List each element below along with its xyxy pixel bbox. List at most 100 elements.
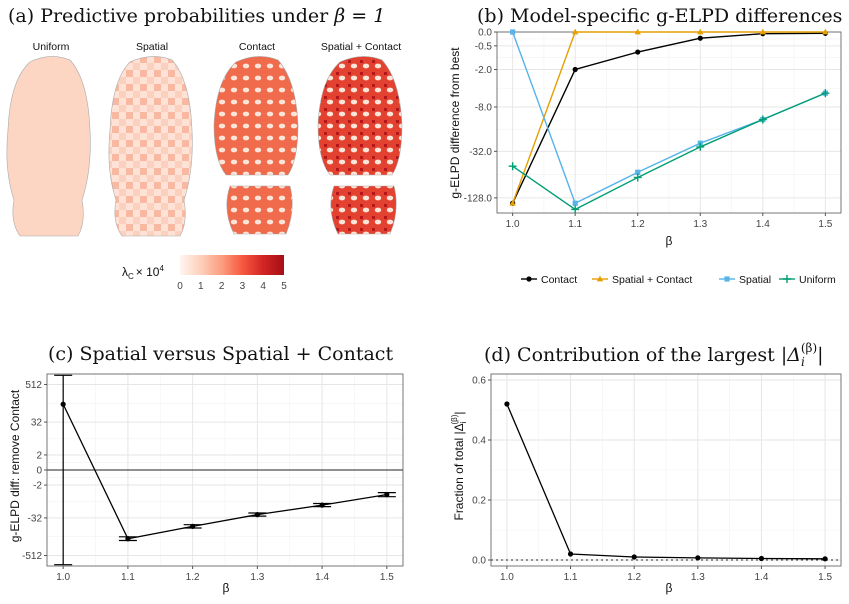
x-tick-label: 1.0 bbox=[506, 219, 520, 230]
map-label-spatial-contact: Spatial + Contact bbox=[321, 41, 401, 53]
x-tick-label: 1.1 bbox=[564, 572, 578, 583]
series-line bbox=[506, 403, 826, 560]
data-point-contact bbox=[572, 66, 578, 73]
plot-frame bbox=[490, 373, 842, 567]
panel-c-xlabel: β bbox=[223, 581, 230, 595]
y-tick-label: 2 bbox=[36, 450, 42, 461]
data-point bbox=[319, 502, 325, 508]
data-point-uniform bbox=[508, 162, 517, 171]
data-point bbox=[190, 523, 196, 529]
data-point bbox=[384, 491, 390, 498]
panel-d-xlabel: β bbox=[666, 581, 673, 595]
series-line-uniform bbox=[512, 92, 826, 211]
data-point-contact bbox=[635, 49, 641, 55]
y-tick-label: -128.0 bbox=[464, 193, 493, 204]
y-tick-label: -0.5 bbox=[475, 41, 493, 52]
data-point bbox=[695, 555, 701, 561]
series-line-spatial_contact bbox=[511, 31, 826, 204]
x-tick-label: 1.3 bbox=[250, 572, 264, 583]
data-point bbox=[822, 556, 828, 562]
y-tick-label: -512 bbox=[22, 551, 42, 562]
series-line-contact bbox=[512, 32, 826, 204]
map-label-spatial: Spatial bbox=[136, 41, 168, 53]
y-tick-label: 0 bbox=[36, 466, 42, 477]
data-point-uniform bbox=[696, 142, 705, 151]
data-point bbox=[504, 401, 510, 407]
panel-b-ylabel: g-ELPD difference from best bbox=[448, 47, 462, 199]
colorbar-tick-label: 0 bbox=[177, 281, 183, 292]
panel-c: (c) Spatial versus Spatial + Contact 1.0… bbox=[8, 343, 404, 595]
panel-c-ylabel: g-ELPD diff: remove Contact bbox=[8, 389, 22, 542]
y-tick-label: -32.0 bbox=[469, 147, 492, 158]
legend-marker-spatial_contact bbox=[596, 275, 604, 282]
data-point-uniform bbox=[633, 173, 642, 182]
data-point bbox=[60, 401, 66, 407]
y-tick-label: -2 bbox=[33, 481, 42, 492]
x-tick-label: 1.2 bbox=[627, 572, 641, 583]
x-tick-label: 1.1 bbox=[121, 572, 135, 583]
legend-label-spatial_contact: Spatial + Contact bbox=[612, 274, 692, 286]
panel-d: (d) Contribution of the largest |Δi(β)| … bbox=[450, 341, 842, 595]
y-tick-label: 0.4 bbox=[472, 436, 486, 447]
data-point-spatial_contact bbox=[759, 28, 767, 35]
x-tick-label: 1.4 bbox=[756, 219, 770, 230]
data-point bbox=[254, 512, 260, 518]
data-point-contact bbox=[697, 35, 703, 41]
x-tick-label: 1.4 bbox=[755, 572, 769, 583]
panel-d-ylabel: Fraction of total |Δi(β)| bbox=[450, 411, 468, 520]
y-tick-label: 0.0 bbox=[478, 28, 492, 39]
x-tick-label: 1.2 bbox=[631, 219, 645, 230]
data-point bbox=[631, 554, 637, 560]
colorbar-label: λC × 104 bbox=[122, 264, 164, 281]
data-point-spatial_contact bbox=[634, 28, 641, 35]
panel-a-title: (a) Predictive probabilities under β = 1 bbox=[8, 5, 385, 27]
panel-b: (b) Model-specific g-ELPD differences 1.… bbox=[448, 5, 842, 286]
colorbar-tick-label: 3 bbox=[240, 281, 246, 292]
x-tick-label: 1.5 bbox=[818, 572, 832, 583]
map-label-contact: Contact bbox=[239, 41, 275, 53]
data-point bbox=[125, 536, 131, 542]
x-tick-label: 1.2 bbox=[186, 572, 200, 583]
legend-marker-spatial bbox=[724, 276, 730, 282]
y-tick-label: -8.0 bbox=[475, 102, 493, 113]
y-tick-label: 0.6 bbox=[472, 376, 486, 387]
data-point-spatial_contact bbox=[822, 28, 829, 35]
plot-frame bbox=[46, 373, 404, 567]
data-point bbox=[567, 551, 574, 557]
x-tick-label: 1.3 bbox=[691, 572, 705, 583]
data-point bbox=[758, 555, 765, 562]
panel-b-legend: Contact Spatial + Contact Spatial Uniform bbox=[521, 274, 836, 286]
series-line bbox=[62, 403, 387, 540]
x-tick-label: 1.0 bbox=[500, 572, 514, 583]
legend-label-uniform: Uniform bbox=[799, 274, 836, 286]
colorbar-tick-label: 1 bbox=[198, 281, 204, 292]
colorbar-tick-label: 5 bbox=[281, 281, 287, 292]
y-tick-label: 512 bbox=[25, 380, 42, 391]
data-point-spatial bbox=[572, 200, 578, 206]
legend-marker-uniform bbox=[783, 275, 791, 283]
panel-b-xlabel: β bbox=[666, 234, 673, 248]
map-label-uniform: Uniform bbox=[33, 41, 70, 53]
data-point-spatial_contact bbox=[571, 28, 579, 35]
data-point-spatial_contact bbox=[697, 28, 704, 35]
colorbar-tick-label: 4 bbox=[260, 281, 266, 292]
y-tick-label: -2.0 bbox=[475, 65, 493, 76]
data-point-spatial bbox=[510, 29, 516, 35]
colorbar-tick-label: 2 bbox=[219, 281, 225, 292]
data-point-uniform bbox=[821, 89, 830, 98]
map-contact bbox=[213, 56, 299, 235]
map-spatial bbox=[108, 56, 193, 237]
data-point-uniform bbox=[571, 205, 580, 214]
legend-label-contact: Contact bbox=[541, 274, 577, 286]
panel-d-title: (d) Contribution of the largest |Δi(β)| bbox=[484, 341, 824, 369]
map-uniform bbox=[6, 56, 91, 237]
colorbar: λC × 104 0 1 2 3 4 5 bbox=[122, 255, 287, 292]
colorbar-gradient bbox=[180, 255, 284, 275]
data-point-uniform bbox=[758, 115, 767, 124]
legend-label-spatial: Spatial bbox=[739, 274, 771, 286]
data-point-spatial_contact bbox=[509, 199, 516, 206]
x-tick-label: 1.0 bbox=[56, 572, 70, 583]
x-tick-label: 1.5 bbox=[380, 572, 394, 583]
map-spatial-contact bbox=[317, 56, 403, 235]
